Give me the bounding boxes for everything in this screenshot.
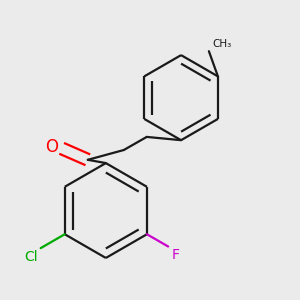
- Text: O: O: [45, 138, 58, 156]
- Text: Cl: Cl: [24, 250, 38, 264]
- Text: F: F: [171, 248, 179, 262]
- Text: CH₃: CH₃: [212, 39, 231, 49]
